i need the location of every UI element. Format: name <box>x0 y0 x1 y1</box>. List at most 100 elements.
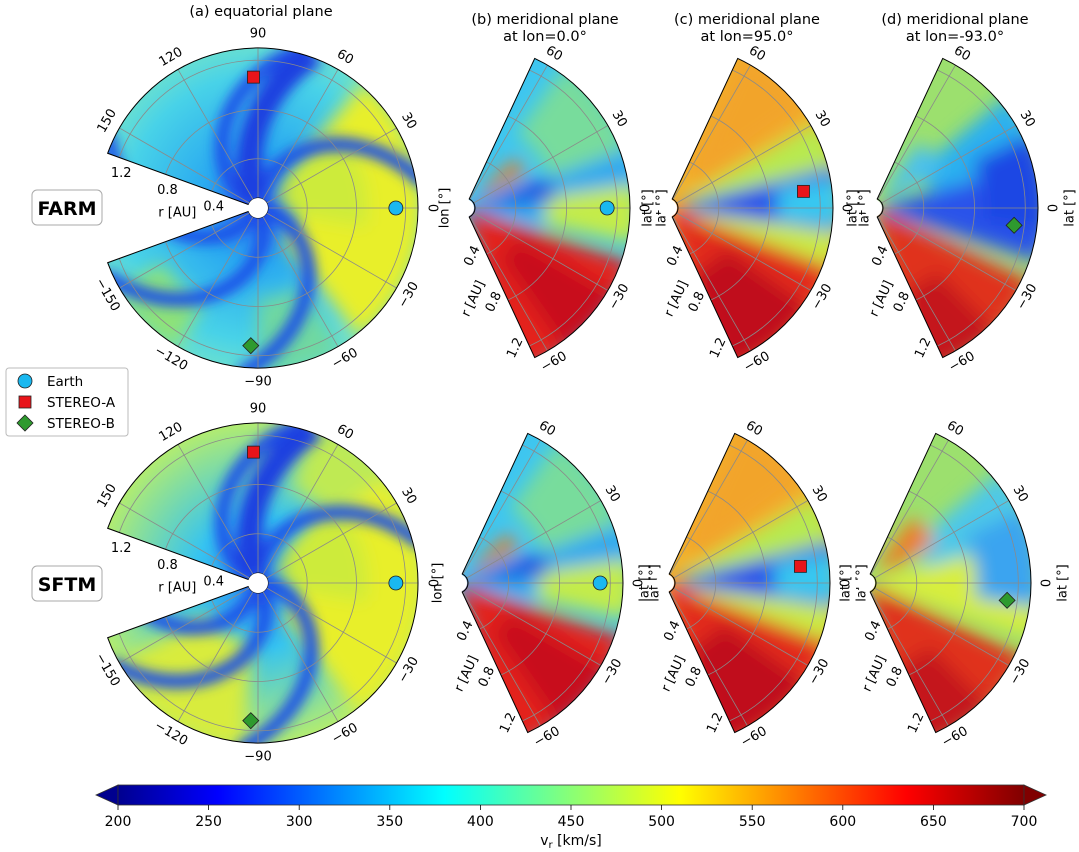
theta-tick-label: 60 <box>543 43 565 64</box>
marker-stereo-b <box>242 337 260 355</box>
theta-tick-label: −90 <box>244 375 271 390</box>
theta-tick-label: 0 <box>836 579 851 587</box>
marker-earth <box>388 575 404 591</box>
panel-a-grid <box>118 48 418 368</box>
r-tick-label: 0.4 <box>461 243 483 268</box>
side-axis-label: lat [°] <box>839 564 854 601</box>
r-tick-label: 0.8 <box>686 289 708 314</box>
panel-a-field <box>107 423 419 744</box>
theta-tick-label: 60 <box>334 422 356 443</box>
theta-tick-label: −30 <box>395 279 422 310</box>
marker-earth <box>388 200 404 216</box>
legend: Earth STEREO-A STEREO-B <box>5 367 129 437</box>
theta-tick-label: 30 <box>609 108 630 130</box>
colorbar-extend-high <box>1023 784 1047 806</box>
panel-c-field <box>665 433 830 733</box>
panel-grid <box>672 64 833 352</box>
theta-tick-label: 30 <box>812 108 833 130</box>
marker-stereo-a <box>797 184 810 198</box>
marker-earth <box>592 575 608 591</box>
r-axis-label: r [AU] <box>867 278 897 319</box>
theta-tick-label: −30 <box>395 654 422 685</box>
r-tick-label: 0.8 <box>476 664 498 689</box>
theta-axis-label: lat [°] <box>1056 564 1071 601</box>
theta-tick-label: 60 <box>536 418 558 439</box>
legend-stereo-b-label: STEREO-B <box>47 416 115 432</box>
colorbar-tick-label: 600 <box>829 814 856 830</box>
r-tick-label: 1.2 <box>704 710 726 735</box>
colorbar-tick-label: 200 <box>105 814 132 830</box>
r-tick-label: 1.2 <box>905 710 927 735</box>
colorbar-tick-label: 350 <box>376 814 403 830</box>
row-label-farm: FARM <box>31 189 103 226</box>
marker-stereo-a <box>794 559 807 573</box>
col-title-b-line1: (b) meridional plane <box>471 12 618 28</box>
theta-tick-label: 60 <box>746 43 768 64</box>
legend-stereo-a-label: STEREO-A <box>47 395 116 411</box>
r-tick-label: 0.8 <box>683 664 705 689</box>
r-tick-label: 1.2 <box>504 335 526 360</box>
r-tick-label: 0.8 <box>157 558 178 573</box>
theta-tick-label: 0 <box>1044 204 1059 212</box>
colorbar-tick-label: 500 <box>648 814 675 830</box>
col-title-d-line2: at lon=-93.0° <box>906 29 1004 45</box>
colorbar-tick-label: 300 <box>286 814 313 830</box>
theta-tick-label: 30 <box>809 483 830 505</box>
theta-tick-label: 0 <box>425 579 440 587</box>
legend-stereo-b-marker <box>16 414 34 432</box>
r-axis-label: r [AU] <box>158 580 196 595</box>
theta-tick-label: 150 <box>95 481 120 510</box>
r-tick-label: 0.4 <box>203 200 224 215</box>
svg-text:FARM: FARM <box>37 198 96 220</box>
colorbar-tick-label: 250 <box>195 814 222 830</box>
theta-tick-label: 30 <box>398 110 419 132</box>
colorbar-extend-low <box>95 784 119 806</box>
theta-tick-label: 0 <box>425 204 440 212</box>
col-title-c-line2: at lon=95.0° <box>701 29 794 45</box>
colorbar-label: vr [km/s] <box>540 833 602 851</box>
panel-a-sftm: 1501209060300−30−60−90−120−1500.40.81.2r… <box>92 402 440 765</box>
side-axis-label: lat [°] <box>846 189 861 226</box>
marker-stereo-b <box>1005 216 1023 234</box>
theta-tick-label: 60 <box>743 418 765 439</box>
panel-b-field <box>458 433 623 733</box>
theta-tick-label: 60 <box>944 418 966 439</box>
colorbar-tick-label: 450 <box>558 814 585 830</box>
svg-text:SFTM: SFTM <box>38 574 97 596</box>
theta-axis-label: lat [°] <box>1063 189 1078 226</box>
theta-axis-label: lat [°] <box>648 564 663 601</box>
panel-grid <box>877 64 1038 352</box>
colorbar-tick-label: 400 <box>467 814 494 830</box>
marker-stereo-a <box>247 70 260 84</box>
r-tick-label: 0.8 <box>483 289 505 314</box>
r-tick-label: 0.4 <box>862 618 884 643</box>
legend-earth-marker <box>17 373 33 389</box>
r-tick-label: 1.2 <box>497 710 519 735</box>
theta-tick-label: 30 <box>602 483 623 505</box>
r-tick-label: 0.4 <box>664 243 686 268</box>
r-axis-label: r [AU] <box>459 278 489 319</box>
r-tick-label: 0.4 <box>454 618 476 643</box>
theta-tick-label: 90 <box>250 402 267 417</box>
marker-stereo-b <box>242 712 260 730</box>
panel-b-field <box>465 58 630 358</box>
r-tick-label: 0.4 <box>661 618 683 643</box>
colorbar-bar <box>117 784 1025 806</box>
r-tick-label: 0.4 <box>203 575 224 590</box>
row-label-sftm: SFTM <box>31 565 103 602</box>
colorbar-tick-label: 650 <box>920 814 947 830</box>
r-axis-label: r [AU] <box>662 278 692 319</box>
panel-a-grid <box>118 423 418 743</box>
column-titles: (a) equatorial plane (b) meridional plan… <box>189 4 1028 45</box>
theta-tick-label: 0 <box>839 204 854 212</box>
r-tick-label: 0.8 <box>891 289 913 314</box>
theta-tick-label: 0 <box>629 579 644 587</box>
theta-tick-label: 0 <box>1037 579 1052 587</box>
panels: 1501209060300−30−60−90−120−1500.40.81.2r… <box>92 27 1078 765</box>
colorbar-tick-label: 700 <box>1011 814 1038 830</box>
r-tick-label: 0.8 <box>157 183 178 198</box>
panel-d-field <box>873 58 1038 358</box>
